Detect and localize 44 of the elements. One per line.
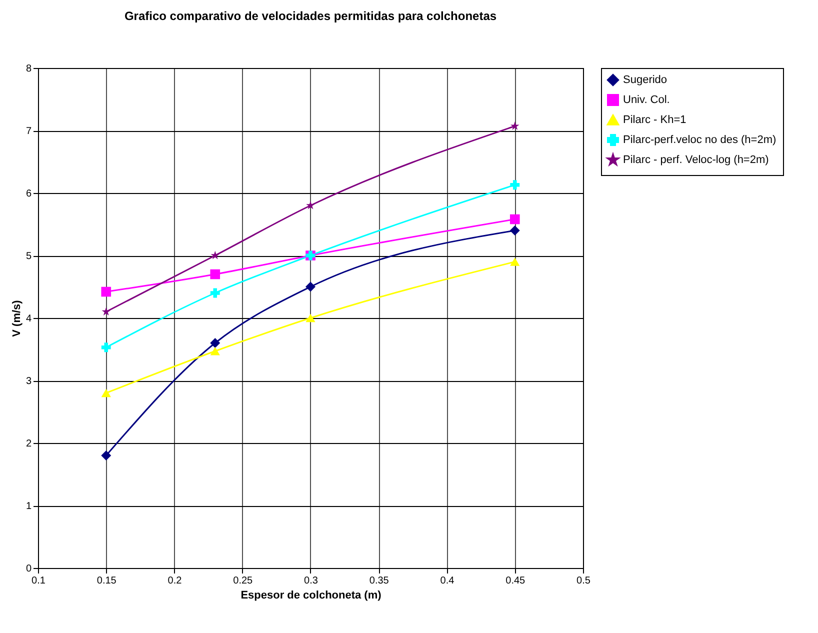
x-tick-label: 0.4 (440, 576, 455, 586)
x-tick-label: 0.1 (32, 576, 46, 586)
chart-title: Grafico comparativo de velocidades permitidas para colchonetas (124, 9, 497, 23)
x-tick-label: 0.35 (369, 576, 390, 586)
point (510, 180, 520, 190)
x-tick-label: 0.15 (96, 576, 117, 586)
legend-label: Sugerido (623, 74, 668, 86)
point (210, 250, 220, 260)
point (306, 200, 315, 210)
x-tick-label: 0.45 (506, 576, 526, 586)
y-axis-title: V (m/s) (10, 300, 23, 337)
y-tick-label: 7 (26, 126, 32, 137)
x-tick-label: 0.5 (576, 576, 591, 586)
point (306, 314, 316, 322)
point (306, 282, 316, 292)
y-tick-label: 1 (26, 501, 32, 512)
point (102, 307, 111, 316)
x-tick-label: 0.25 (233, 576, 254, 586)
point (210, 346, 220, 356)
legend-label: Pilarc - perf. Veloc-log (h=2m) (623, 154, 769, 166)
point (210, 288, 220, 298)
y-tick-label: 6 (26, 188, 32, 200)
point (510, 258, 520, 266)
point (101, 388, 111, 398)
point (210, 338, 220, 348)
x-tick-label: 0.2 (168, 576, 182, 586)
point (101, 450, 112, 460)
point (101, 342, 111, 352)
point (510, 226, 520, 236)
y-tick-label: 2 (26, 438, 32, 450)
y-tick-label: 8 (26, 64, 32, 74)
y-tick-label: 5 (26, 251, 32, 262)
legend-label: Univ. Col. (623, 94, 670, 106)
y-tick-label: 4 (26, 314, 32, 324)
point (510, 122, 520, 130)
y-tick-label: 3 (26, 376, 32, 387)
x-tick-label: 0.3 (304, 576, 318, 586)
point (510, 214, 520, 224)
legend-label: Pilarc - Kh=1 (623, 114, 686, 126)
x-axis-title: Espesor de colchoneta (m) (240, 590, 382, 602)
y-tick-label: 0 (26, 564, 32, 574)
legend-label: Pilarc-perf.veloc no des (h=2m) (623, 134, 776, 146)
point (101, 286, 112, 297)
point (210, 269, 220, 280)
